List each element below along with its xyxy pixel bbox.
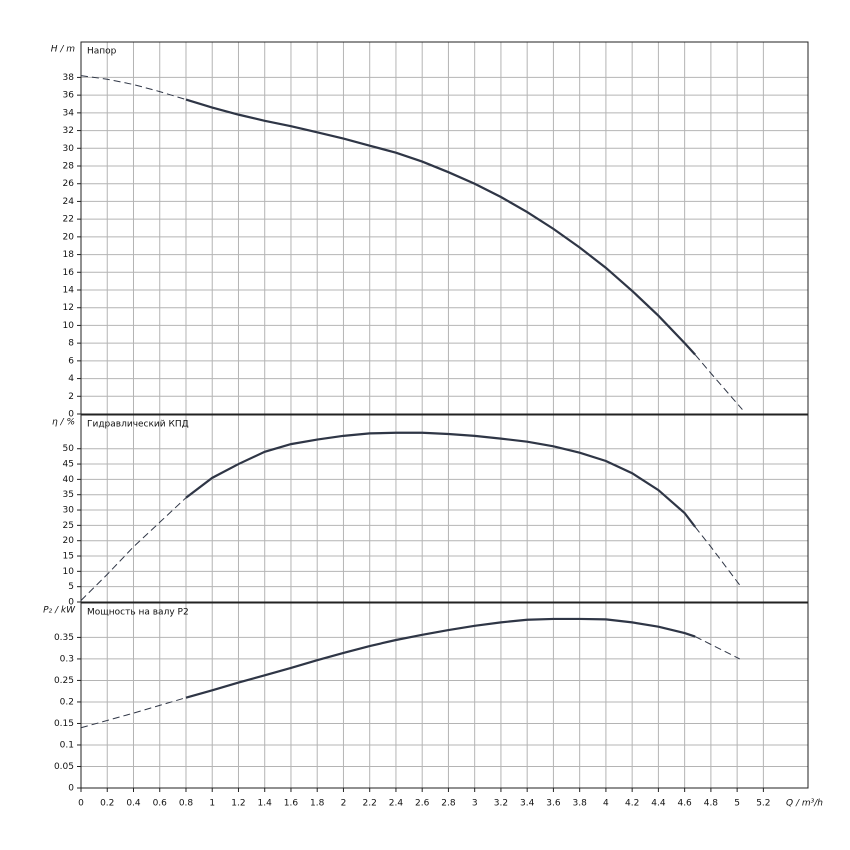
curve-dashed [694, 636, 740, 660]
y-tick-label: 34 [63, 108, 75, 118]
y-tick-label: 15 [63, 552, 74, 562]
curve [185, 431, 697, 528]
x-tick-label: 4.6 [677, 799, 692, 809]
x-tick-label: 0.6 [153, 799, 168, 809]
x-tick-label: 2.8 [441, 799, 456, 809]
y-tick-label: 6 [68, 356, 74, 366]
panel-frame [80, 41, 809, 415]
x-tick-label: 2.2 [363, 799, 377, 809]
y-tick-label: 30 [63, 506, 75, 516]
y-tick-label: 0 [68, 410, 74, 420]
y-tick-label: 18 [63, 250, 75, 260]
x-tick-label: 1.2 [231, 799, 245, 809]
y-tick-label: 36 [63, 91, 75, 101]
x-tick-label: 0.8 [179, 799, 194, 809]
x-tick-label: 0.2 [100, 799, 114, 809]
panel-frame [80, 414, 809, 603]
x-tick-label: 3.2 [494, 799, 508, 809]
y-tick-label: 28 [63, 162, 75, 172]
x-tick-label: 3.4 [520, 799, 535, 809]
y-tick-label: 50 [63, 444, 75, 454]
x-tick-label: 4.4 [651, 799, 666, 809]
y-tick-label: 2 [68, 392, 74, 402]
y-tick-label: 0.35 [54, 633, 74, 643]
panel-title: Напор [87, 47, 117, 57]
y-tick-label: 0.2 [60, 697, 74, 707]
y-tick-label: 30 [63, 144, 75, 154]
y-tick-label: 0 [68, 598, 74, 608]
y-tick-label: 20 [63, 536, 75, 546]
panel-title: Мощность на валу P2 [87, 608, 189, 618]
curve [185, 98, 696, 356]
y-tick-label: 10 [63, 567, 75, 577]
y-axis-label: η / % [52, 418, 75, 428]
y-tick-label: 20 [63, 232, 75, 242]
y-axis-label: P₂ / kW [43, 606, 76, 616]
x-tick-label: 5 [734, 799, 740, 809]
x-tick-label: 4 [603, 799, 609, 809]
panel-title: Гидравлический КПД [87, 420, 189, 430]
y-tick-label: 35 [63, 490, 74, 500]
x-tick-label: 2 [341, 799, 347, 809]
y-tick-label: 32 [63, 126, 74, 136]
curve-dashed [80, 697, 187, 729]
y-tick-label: 40 [63, 475, 75, 485]
x-tick-label: 4.2 [625, 799, 639, 809]
y-tick-label: 12 [63, 303, 74, 313]
y-tick-label: 25 [63, 521, 74, 531]
x-tick-label: 1.6 [284, 799, 299, 809]
y-tick-label: 14 [63, 286, 75, 296]
y-tick-label: 0.1 [60, 740, 74, 750]
x-tick-label: 3 [472, 799, 478, 809]
x-tick-label: 0 [78, 799, 84, 809]
panel-frame [80, 602, 809, 789]
y-tick-label: 0 [68, 784, 74, 794]
y-tick-label: 0.25 [54, 676, 74, 686]
curve [185, 617, 696, 699]
y-tick-label: 5 [68, 582, 74, 592]
y-tick-label: 26 [63, 179, 75, 189]
y-tick-label: 0.3 [60, 654, 74, 664]
curve-dashed [694, 354, 743, 410]
curve-dashed [80, 497, 187, 601]
x-tick-label: 1.8 [310, 799, 325, 809]
y-tick-label: 16 [63, 268, 75, 278]
curve-dashed [694, 526, 741, 586]
y-tick-label: 24 [63, 197, 75, 207]
y-tick-label: 45 [63, 460, 74, 470]
x-axis-label: Q / m³/h [786, 799, 823, 809]
x-tick-label: 3.6 [546, 799, 561, 809]
x-tick-label: 1 [209, 799, 215, 809]
y-tick-label: 8 [68, 339, 74, 349]
x-tick-label: 2.4 [389, 799, 404, 809]
y-tick-label: 38 [63, 73, 75, 83]
y-tick-label: 4 [68, 374, 74, 384]
x-tick-label: 5.2 [756, 799, 770, 809]
y-tick-label: 10 [63, 321, 75, 331]
x-tick-label: 4.8 [704, 799, 719, 809]
x-tick-label: 0.4 [126, 799, 141, 809]
y-tick-label: 0.15 [54, 719, 74, 729]
y-tick-label: 22 [63, 215, 74, 225]
curve-dashed [80, 75, 187, 101]
y-axis-label: H / m [51, 45, 76, 55]
x-tick-label: 3.8 [573, 799, 588, 809]
y-tick-label: 0.05 [54, 762, 74, 772]
x-tick-label: 1.4 [258, 799, 273, 809]
x-tick-label: 2.6 [415, 799, 430, 809]
